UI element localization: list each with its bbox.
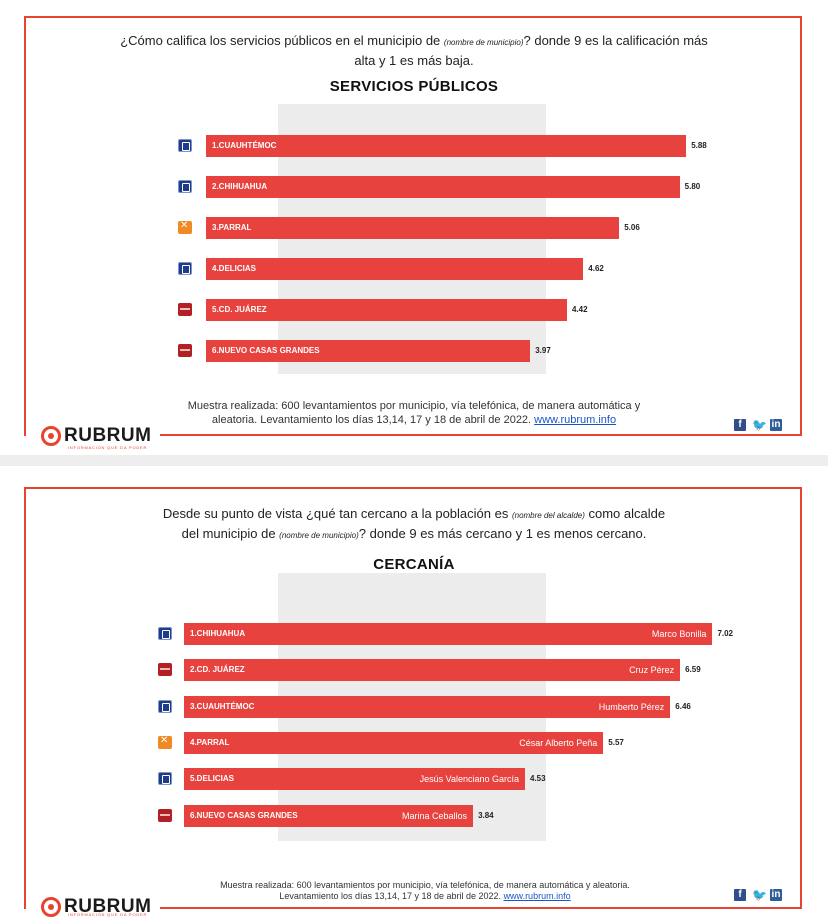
bar-category-label: 5.CD. JUÁREZ	[212, 305, 267, 314]
chart-bar	[206, 217, 620, 239]
bar-value-label: 5.06	[624, 223, 640, 232]
chart-bar	[184, 731, 604, 754]
question-servicios: ¿Cómo califica los servicios públicos en…	[120, 33, 708, 68]
mc-party-icon	[178, 220, 192, 234]
bar-category-label: 3.CUAUHTÉMOC	[190, 701, 255, 711]
pan-party-icon	[178, 262, 192, 275]
bar-value-label: 6.59	[685, 665, 701, 675]
mc-party-icon	[158, 735, 172, 749]
chart-bar	[206, 135, 687, 157]
morena-party-icon	[178, 303, 192, 316]
bar-person-label: Marco Bonilla	[651, 629, 707, 639]
rubrum-logo: RUBRUM	[41, 896, 151, 918]
panel-frame-bottom	[24, 487, 802, 909]
panel-frame-top	[24, 16, 802, 436]
website-link[interactable]: www.rubrum.info	[534, 414, 617, 426]
facebook-icon[interactable]: f	[734, 419, 746, 431]
chart-title-servicios: SERVICIOS PÚBLICOS	[329, 78, 499, 95]
chart-bar	[206, 176, 680, 198]
morena-party-icon	[158, 663, 172, 677]
bar-category-label: 3.PARRAL	[212, 223, 252, 232]
logo-tagline: INFORMACIÓN QUE DA PODER	[68, 912, 148, 917]
bar-person-label: César Alberto Peña	[519, 737, 598, 748]
bar-value-label: 6.46	[675, 701, 691, 711]
chart-bar	[206, 258, 584, 280]
bar-value-label: 4.62	[588, 264, 604, 273]
bar-value-label: 7.02	[717, 629, 734, 638]
bar-category-label: 1.CHIHUAHUA	[190, 629, 246, 638]
chart-bar	[206, 299, 567, 321]
social-icons: f 🐦 in	[734, 889, 782, 901]
chart-bar	[184, 659, 681, 682]
rubrum-logo: RUBRUM	[41, 425, 151, 447]
bar-category-label: 4.DELICIAS	[212, 264, 257, 273]
pan-party-icon	[158, 699, 172, 713]
panel-bottom-line-bottom	[160, 907, 802, 909]
bar-person-label: Marina Ceballos	[402, 810, 468, 821]
chart-bar	[206, 340, 531, 362]
panel-bottom-line-top	[160, 434, 802, 436]
linkedin-icon[interactable]: in	[770, 419, 782, 431]
question-cercania: Desde su punto de vista ¿qué tan cercano…	[162, 506, 666, 541]
website-link[interactable]: www.rubrum.info	[503, 891, 571, 901]
bar-value-label: 4.42	[571, 305, 588, 314]
bar-person-label: Humberto Pérez	[598, 701, 665, 712]
bar-category-label: 2.CD. JUÁREZ	[190, 665, 245, 675]
bar-value-label: 3.97	[535, 346, 551, 355]
bar-category-label: 6.NUEVO CASAS GRANDES	[212, 346, 320, 355]
bar-category-label: 1.CUAUHTÉMOC	[212, 141, 277, 150]
pan-party-icon	[158, 772, 172, 786]
logo-circle-icon	[41, 426, 61, 446]
bar-value-label: 5.57	[608, 737, 624, 747]
chart-bar	[184, 623, 713, 645]
bar-person-label: Jesús Valenciano García	[419, 774, 519, 785]
bar-category-label: 4.PARRAL	[190, 737, 230, 747]
chart-bar	[184, 804, 474, 827]
twitter-icon[interactable]: 🐦	[752, 888, 767, 902]
footnote-servicios: Muestra realizada: 600 levantamientos po…	[187, 400, 641, 426]
morena-party-icon	[178, 344, 192, 357]
facebook-icon[interactable]: f	[734, 889, 746, 901]
logo-tagline: INFORMACIÓN QUE DA PODER	[68, 445, 148, 450]
bar-category-label: 5.DELICIAS	[190, 774, 235, 784]
logo-circle-icon	[41, 897, 61, 917]
pan-party-icon	[178, 139, 192, 152]
bar-category-label: 2.CHIHUAHUA	[212, 182, 268, 191]
bar-value-label: 3.84	[478, 810, 494, 820]
linkedin-icon[interactable]: in	[770, 889, 782, 901]
bar-category-label: 6.NUEVO CASAS GRANDES	[190, 810, 298, 820]
social-icons: f 🐦 in	[734, 419, 782, 431]
bar-value-label: 5.80	[684, 182, 701, 191]
morena-party-icon	[158, 808, 172, 822]
chart-bar	[184, 695, 671, 718]
bar-value-label: 4.53	[530, 774, 546, 784]
bar-value-label: 5.88	[691, 141, 707, 150]
pan-party-icon	[158, 627, 172, 640]
chart-bar	[184, 768, 525, 791]
bar-person-label: Cruz Pérez	[629, 665, 675, 676]
chart-title-cercania: CERCANÍA	[373, 556, 455, 573]
footnote-cercania: Muestra realizada: 600 levantamientos po…	[220, 880, 630, 901]
twitter-icon[interactable]: 🐦	[752, 418, 767, 432]
pan-party-icon	[178, 180, 192, 193]
